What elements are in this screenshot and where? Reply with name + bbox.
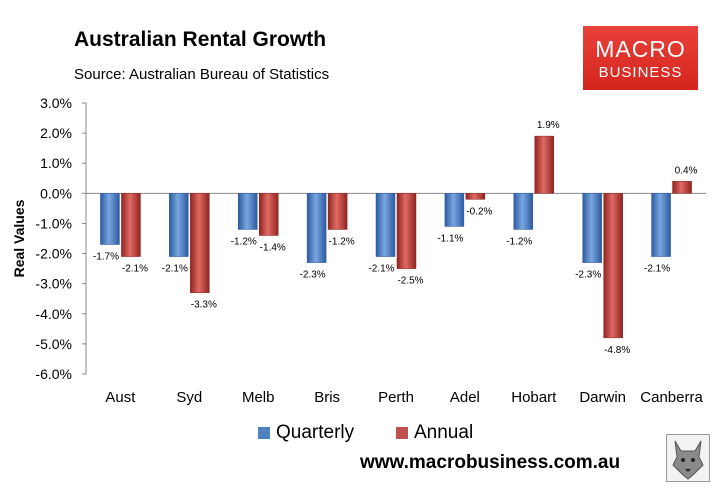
bar-quarterly-bris: [306, 193, 327, 263]
data-label-quarterly-hobart: -1.2%: [506, 236, 532, 247]
chart-subtitle: Source: Australian Bureau of Statistics: [74, 66, 330, 83]
y-tick-label: 0.0%: [40, 185, 72, 201]
chart-title: Australian Rental Growth: [74, 28, 327, 51]
data-label-annual-melb: -1.4%: [260, 242, 286, 253]
data-label-quarterly-aust: -1.7%: [93, 252, 119, 263]
x-tick-label: Bris: [314, 389, 340, 406]
data-label-annual-adel: -0.2%: [466, 206, 492, 217]
logo-line-1: MACRO: [595, 36, 686, 62]
data-label-quarterly-perth: -2.1%: [368, 264, 394, 275]
legend-label-annual: Annual: [414, 422, 474, 443]
data-label-quarterly-syd: -2.1%: [162, 264, 188, 275]
bar-annual-darwin: [603, 193, 623, 339]
legend-swatch-annual: [396, 426, 408, 439]
y-tick-label: -5.0%: [35, 336, 72, 352]
data-label-annual-aust: -2.1%: [122, 264, 148, 275]
x-tick-label: Darwin: [579, 389, 626, 406]
y-tick-label: -6.0%: [35, 366, 72, 382]
bar-quarterly-aust: [100, 193, 120, 245]
data-label-annual-syd: -3.3%: [191, 300, 217, 311]
legend-item-quarterly: Quarterly: [258, 422, 354, 444]
data-label-quarterly-bris: -2.3%: [300, 270, 326, 281]
x-tick-label: Syd: [176, 389, 202, 406]
y-tick-label: -1.0%: [35, 215, 72, 231]
x-tick-label: Adel: [450, 389, 480, 406]
website-url: www.macrobusiness.com.au: [360, 452, 621, 473]
bar-annual-perth: [396, 193, 417, 269]
y-tick-label: 1.0%: [40, 155, 72, 171]
data-label-quarterly-darwin: -2.3%: [575, 270, 601, 281]
bar-quarterly-hobart: [513, 193, 534, 230]
bar-annual-bris: [327, 193, 348, 230]
data-label-annual-hobart: 1.9%: [537, 120, 560, 131]
wolf-icon: [666, 434, 710, 482]
bar-annual-melb: [258, 193, 279, 236]
bar-quarterly-darwin: [582, 193, 602, 263]
x-tick-label: Perth: [378, 389, 414, 406]
data-label-annual-perth: -2.5%: [397, 276, 423, 287]
bar-quarterly-melb: [237, 193, 258, 230]
bar-annual-hobart: [534, 135, 555, 194]
y-tick-label: 3.0%: [40, 95, 72, 111]
legend-swatch-quarterly: [258, 426, 270, 439]
plot-area: [86, 103, 706, 374]
data-label-quarterly-canberra: -2.1%: [644, 264, 670, 275]
x-tick-label: Melb: [242, 389, 275, 406]
bar-quarterly-adel: [444, 193, 465, 227]
x-tick-label: Aust: [105, 389, 136, 406]
bar-annual-syd: [190, 193, 210, 293]
legend-label-quarterly: Quarterly: [276, 422, 355, 443]
y-axis-title: Real Values: [11, 199, 27, 277]
y-tick-label: -2.0%: [35, 246, 72, 262]
data-label-annual-darwin: -4.8%: [604, 345, 630, 356]
bar-annual-aust: [121, 193, 141, 257]
bar-quarterly-perth: [375, 193, 396, 257]
data-label-annual-bris: -1.2%: [329, 236, 355, 247]
y-tick-label: 2.0%: [40, 125, 72, 141]
x-tick-label: Hobart: [511, 389, 557, 406]
data-label-quarterly-melb: -1.2%: [231, 236, 257, 247]
bar-annual-adel: [465, 193, 486, 200]
macrobusiness-logo: MACRO BUSINESS: [583, 26, 698, 90]
y-tick-label: -3.0%: [35, 276, 72, 292]
data-label-annual-canberra: 0.4%: [675, 165, 698, 176]
legend-item-annual: Annual: [396, 422, 473, 444]
logo-line-2: BUSINESS: [598, 64, 683, 81]
y-tick-label: -4.0%: [35, 306, 72, 322]
x-tick-label: Canberra: [640, 389, 703, 406]
data-label-quarterly-adel: -1.1%: [437, 233, 463, 244]
bar-quarterly-syd: [169, 193, 189, 257]
bar-annual-canberra: [672, 181, 692, 194]
bar-quarterly-canberra: [651, 193, 671, 257]
